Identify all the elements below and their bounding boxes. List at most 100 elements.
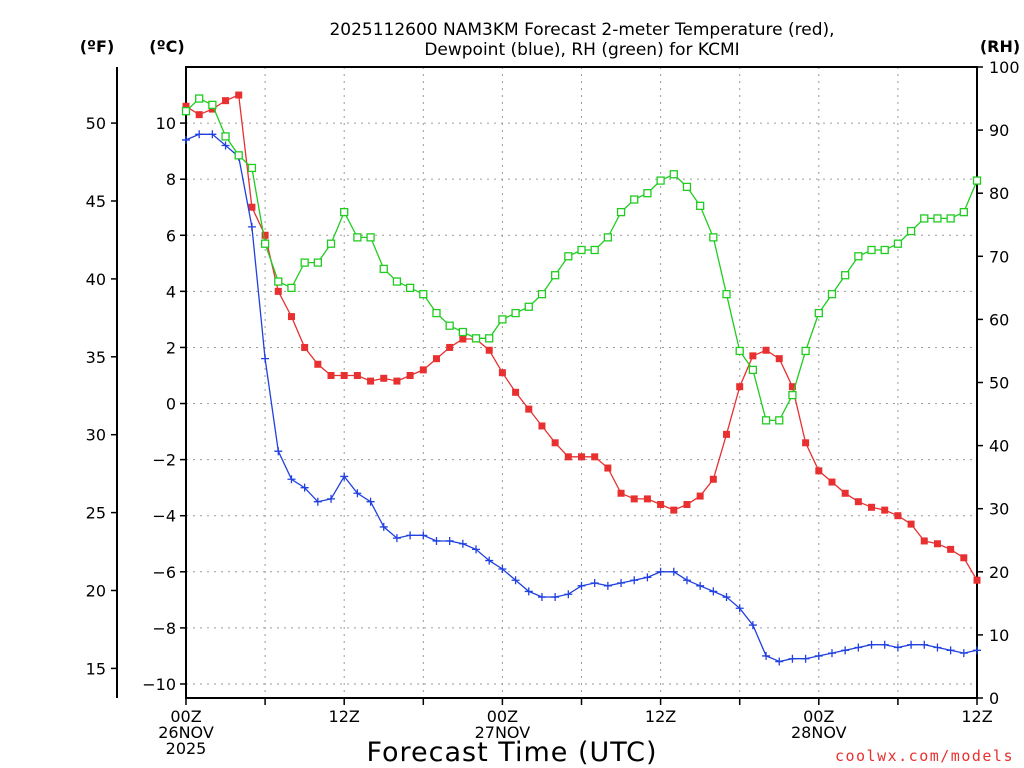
temperature-point — [538, 422, 546, 430]
rh-point — [669, 170, 678, 179]
dewpoint-point — [524, 587, 533, 596]
temperature-point — [485, 346, 493, 354]
rh-point — [511, 308, 520, 318]
rh-point — [603, 233, 613, 242]
x-tick-label: 00Z — [170, 707, 201, 726]
dewpoint-point — [498, 564, 507, 573]
temperature-point — [340, 371, 348, 379]
celsius-tick-label: −8 — [152, 619, 176, 638]
dewpoint-point — [907, 640, 916, 649]
temperature-point — [973, 576, 981, 584]
rh-point — [854, 252, 863, 261]
dewpoint-point — [920, 640, 929, 649]
dewpoint-point — [709, 587, 718, 596]
temperature-point — [630, 495, 638, 503]
dewpoint-point — [511, 576, 520, 585]
rh-point — [590, 245, 599, 255]
series-temperature — [182, 91, 981, 584]
series-relative-humidity — [181, 94, 982, 425]
dewpoint-point — [458, 539, 467, 548]
fahrenheit-tick-label: 40 — [86, 270, 106, 289]
rh-tick-label: 80 — [989, 184, 1009, 203]
rh-point — [577, 245, 586, 255]
temperature-point — [736, 383, 744, 391]
dewpoint-point — [946, 646, 955, 655]
rh-point — [432, 308, 441, 318]
temperature-point — [512, 388, 520, 396]
dewpoint-point — [775, 657, 784, 666]
dewpoint-point — [748, 621, 757, 630]
rh-tick-label: 10 — [989, 626, 1009, 645]
dewpoint-point — [893, 643, 902, 652]
dewpoint-point — [327, 494, 336, 503]
temperature-point — [696, 492, 704, 500]
dewpoint-point — [959, 649, 968, 658]
x-tick-label: 12Z — [645, 707, 676, 726]
rh-point — [722, 290, 731, 299]
temperature-point — [604, 464, 612, 472]
celsius-tick-label: 6 — [166, 226, 176, 245]
rh-point — [709, 233, 718, 242]
temperature-point — [551, 439, 559, 447]
rh-point — [814, 308, 823, 318]
dewpoint-point — [182, 135, 190, 144]
temperature-point — [578, 453, 585, 461]
dewpoint-point — [472, 545, 481, 554]
dewpoint-point — [603, 581, 612, 590]
x-tick-label: 12Z — [329, 707, 360, 726]
dewpoint-point — [696, 581, 705, 590]
dewpoint-point — [827, 649, 836, 658]
fahrenheit-tick-label: 25 — [86, 504, 106, 523]
rh-point — [300, 258, 309, 267]
temperature-point — [723, 430, 731, 438]
temperature-point — [446, 343, 454, 351]
dewpoint-point — [617, 579, 626, 588]
rh-point — [893, 239, 903, 248]
temperature-point — [261, 231, 269, 239]
rh-unit-label: (RH) — [980, 37, 1020, 56]
rh-tick-label: 0 — [989, 689, 999, 708]
temperature-point — [683, 500, 691, 508]
dewpoint-point — [880, 640, 889, 649]
rh-point — [735, 346, 744, 356]
temperature-point — [591, 453, 599, 461]
dewpoint-point — [590, 579, 599, 588]
dewpoint-point — [406, 531, 415, 540]
temperature-point — [854, 498, 862, 506]
temperature-point — [459, 335, 467, 343]
rh-point — [274, 277, 283, 286]
rh-tick-label: 70 — [989, 247, 1009, 266]
rh-point — [775, 416, 784, 425]
rh-point — [959, 207, 968, 217]
dewpoint-point — [261, 354, 270, 363]
dewpoint-point — [353, 489, 362, 498]
temperature-point — [617, 489, 625, 497]
rh-point — [485, 334, 494, 343]
temperature-point — [657, 500, 665, 508]
dewpoint-point — [867, 640, 876, 649]
rh-tick-label: 30 — [989, 500, 1009, 519]
rh-point — [287, 283, 296, 293]
dewpoint-point — [366, 497, 375, 506]
dewpoint-point — [537, 593, 546, 602]
temperature-point — [933, 540, 941, 548]
temperature-point — [406, 371, 414, 379]
dewpoint-point — [340, 472, 349, 481]
dewpoint-point — [643, 573, 652, 582]
rh-point — [801, 346, 810, 356]
dewpoint-point — [419, 531, 428, 540]
temperature-point — [841, 489, 849, 497]
rh-point — [748, 365, 758, 375]
temperature-point — [235, 91, 243, 99]
rh-point — [630, 195, 639, 204]
temperature-point — [762, 346, 770, 354]
rh-point — [656, 176, 665, 185]
dewpoint-point — [735, 604, 744, 613]
rh-point — [696, 201, 705, 210]
celsius-tick-label: 4 — [166, 282, 176, 301]
chart-title-line1: 2025112600 NAM3KM Forecast 2-meter Tempe… — [329, 20, 834, 40]
dewpoint-point — [669, 567, 678, 576]
data-series — [181, 91, 982, 666]
rh-point — [524, 302, 533, 311]
dewpoint-point — [274, 447, 283, 456]
